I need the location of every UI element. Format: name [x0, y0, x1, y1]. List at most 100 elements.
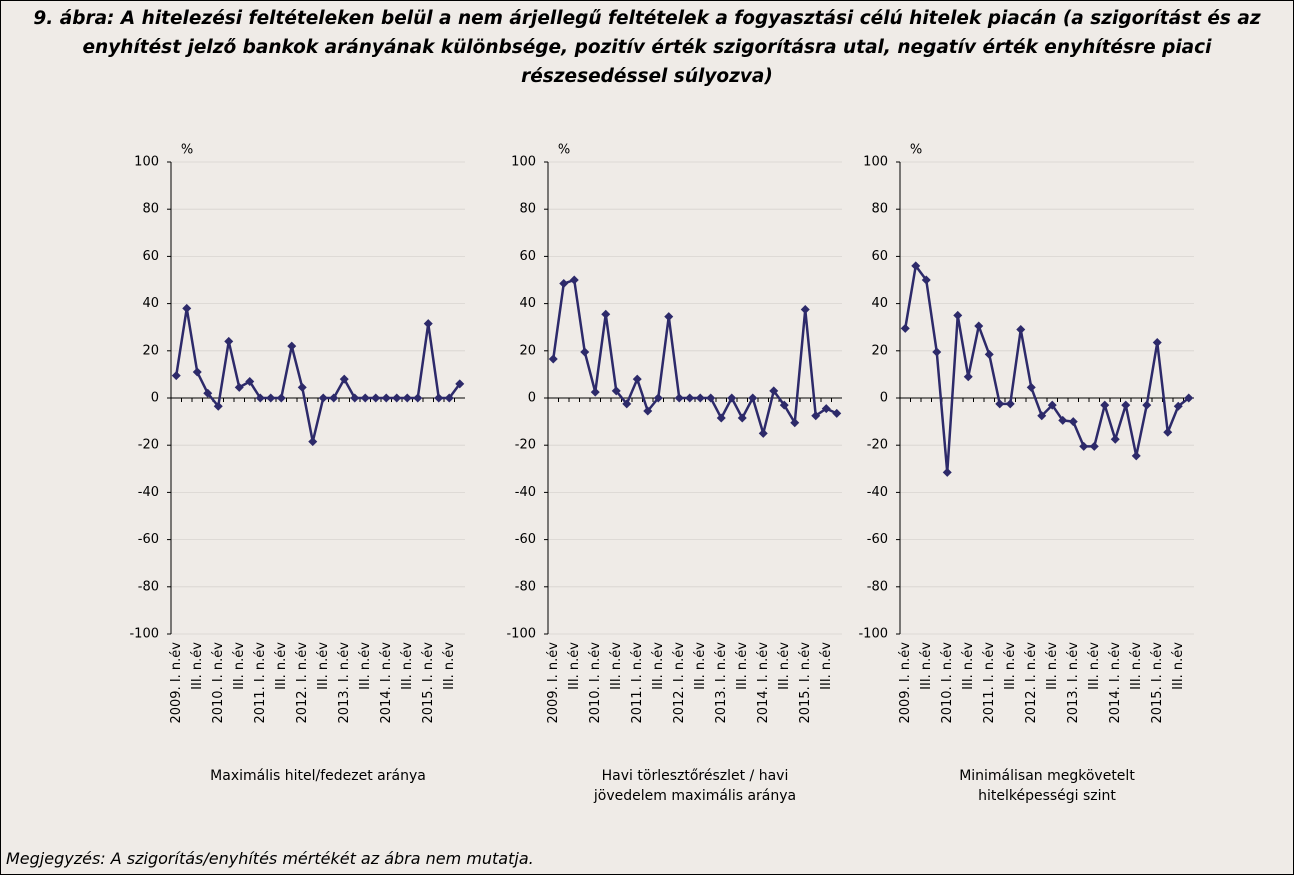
- y-axis-label: %: [910, 143, 922, 158]
- x-tick-label: III. n.év: [735, 642, 750, 690]
- marker: [695, 393, 705, 403]
- marker: [455, 379, 465, 389]
- marker: [350, 393, 360, 403]
- x-tick-label: III. n.év: [274, 642, 289, 690]
- x-tick-label: 2015. I. n.év: [1150, 642, 1165, 724]
- y-tick-label: -40: [867, 485, 888, 500]
- marker: [569, 275, 579, 285]
- marker: [245, 376, 255, 386]
- note: Megjegyzés: A szigorítás/enyhítés mérték…: [6, 849, 534, 868]
- y-tick-label: -60: [138, 532, 159, 547]
- y-tick-label: 20: [142, 343, 159, 358]
- marker: [360, 393, 370, 403]
- x-tick-label: III. n.év: [609, 642, 624, 690]
- marker: [953, 310, 963, 320]
- x-axis-label: Minimálisan megkövetelt hitelképességi s…: [959, 768, 1135, 804]
- marker: [921, 275, 931, 285]
- x-tick-label: 2014. I. n.év: [756, 642, 771, 724]
- y-tick-label: 40: [871, 296, 888, 311]
- y-tick-label: -100: [506, 627, 536, 642]
- marker: [1005, 399, 1015, 409]
- marker: [339, 374, 349, 384]
- y-tick-label: 100: [134, 155, 159, 170]
- marker: [413, 393, 423, 403]
- x-tick-label: 2012. I. n.év: [672, 642, 687, 724]
- marker: [224, 336, 234, 346]
- y-tick-label: -80: [515, 579, 536, 594]
- x-tick-label: 2012. I. n.év: [1024, 642, 1039, 724]
- marker: [213, 401, 223, 411]
- y-tick-label: 40: [519, 296, 536, 311]
- x-tick-label: 2013. I. n.év: [714, 642, 729, 724]
- marker: [1016, 325, 1026, 335]
- y-tick-label: 100: [511, 155, 536, 170]
- y-tick-label: -20: [515, 438, 536, 453]
- y-tick-label: 80: [142, 202, 159, 217]
- x-tick-label: III. n.év: [1087, 642, 1102, 690]
- marker: [811, 411, 821, 421]
- x-tick-label: III. n.év: [442, 642, 457, 690]
- y-tick-label: 0: [151, 391, 159, 406]
- y-tick-label: 60: [142, 249, 159, 264]
- x-tick-label: 2015. I. n.év: [798, 642, 813, 724]
- marker: [580, 347, 590, 357]
- marker: [1047, 400, 1057, 410]
- marker: [737, 413, 747, 423]
- marker: [779, 400, 789, 410]
- y-tick-label: 80: [519, 202, 536, 217]
- marker: [1026, 382, 1036, 392]
- x-tick-label: III. n.év: [1171, 642, 1186, 690]
- y-tick-label: -80: [867, 579, 888, 594]
- y-tick-label: -80: [138, 579, 159, 594]
- y-tick-label: 20: [871, 343, 888, 358]
- marker: [727, 393, 737, 403]
- x-tick-label: 2009. I. n.év: [898, 642, 913, 724]
- x-tick-label: III. n.év: [316, 642, 331, 690]
- marker: [932, 347, 942, 357]
- y-tick-label: 80: [871, 202, 888, 217]
- marker: [266, 393, 276, 403]
- x-tick-label: III. n.év: [651, 642, 666, 690]
- marker: [371, 393, 381, 403]
- y-tick-label: 0: [880, 391, 888, 406]
- marker: [653, 393, 663, 403]
- y-tick-label: -100: [129, 627, 159, 642]
- marker: [911, 261, 921, 271]
- y-tick-label: 100: [863, 155, 888, 170]
- y-tick-label: -20: [138, 438, 159, 453]
- marker: [674, 393, 684, 403]
- y-axis-label: %: [558, 143, 570, 158]
- marker: [1089, 441, 1099, 451]
- marker: [1184, 393, 1194, 403]
- marker: [963, 372, 973, 382]
- marker: [318, 393, 328, 403]
- x-tick-label: III. n.év: [190, 642, 205, 690]
- marker: [832, 408, 842, 418]
- x-tick-label: 2013. I. n.év: [337, 642, 352, 724]
- x-tick-label: III. n.év: [693, 642, 708, 690]
- marker: [632, 374, 642, 384]
- marker: [643, 406, 653, 416]
- marker: [1152, 338, 1162, 348]
- marker: [716, 413, 726, 423]
- marker: [1131, 451, 1141, 461]
- marker: [800, 305, 810, 314]
- marker: [1142, 400, 1152, 410]
- marker: [434, 393, 444, 403]
- marker: [308, 437, 318, 447]
- marker: [182, 303, 192, 313]
- marker: [821, 404, 831, 414]
- x-tick-label: III. n.év: [1129, 642, 1144, 690]
- x-tick-label: III. n.év: [567, 642, 582, 690]
- y-tick-label: -60: [515, 532, 536, 547]
- x-tick-label: III. n.év: [777, 642, 792, 690]
- marker: [423, 319, 433, 329]
- x-tick-label: III. n.év: [819, 642, 834, 690]
- marker: [381, 393, 391, 403]
- line: [904, 264, 1190, 474]
- x-tick-label: III. n.év: [961, 642, 976, 690]
- marker: [1037, 411, 1047, 421]
- x-tick-label: 2011. I. n.év: [630, 642, 645, 724]
